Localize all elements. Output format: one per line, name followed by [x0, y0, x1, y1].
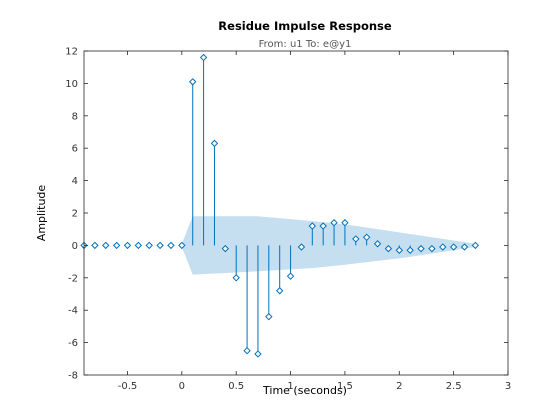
y-tick-label: 6: [72, 144, 78, 155]
chart-title: Residue Impulse Response: [218, 19, 392, 33]
stem-marker: [102, 241, 110, 250]
stem-marker: [352, 235, 360, 243]
stem-marker: [373, 240, 382, 248]
x-tick-label: 2.5: [446, 381, 462, 392]
y-tick-label: -2: [68, 273, 78, 284]
axes-background: [84, 51, 508, 375]
stem-marker: [145, 241, 153, 250]
stem-marker: [330, 219, 338, 227]
stem-marker: [232, 274, 240, 282]
y-tick-label: -8: [68, 371, 78, 382]
stem-marker: [275, 287, 284, 295]
stem-marker: [112, 241, 121, 250]
stem-marker: [189, 78, 197, 86]
x-axis-label: Time (seconds): [262, 384, 347, 397]
stem-marker: [384, 244, 393, 253]
stem-marker: [210, 139, 219, 148]
stem-marker: [460, 243, 469, 251]
x-tick-layer: -0.5 0 0.5 1 1.5 2 2.5 3: [118, 51, 511, 392]
confidence-band: [181, 216, 476, 275]
stem-marker: [123, 241, 132, 250]
y-tick-label: -4: [68, 306, 78, 317]
stem-marker: [406, 246, 414, 254]
stem-marker: [221, 244, 230, 253]
x-tick-label: 3: [505, 381, 511, 392]
stem-marker: [341, 219, 349, 227]
stem-marker: [297, 243, 306, 251]
y-tick-label: 0: [72, 241, 78, 252]
stem-layer: [80, 53, 480, 358]
stem-marker: [178, 241, 186, 250]
stem-marker: [167, 241, 175, 250]
stem-marker: [471, 241, 480, 250]
stem-marker: [428, 244, 436, 253]
stem-marker: [254, 350, 262, 358]
y-axis-label: Amplitude: [35, 185, 48, 242]
stem-marker: [417, 244, 425, 253]
x-tick-label: 0: [179, 381, 185, 392]
stem-marker: [449, 243, 458, 251]
y-tick-label: -6: [68, 338, 78, 349]
y-tick-layer: -8 -6 -4 -2 0 2 4 6 8 10 12: [65, 47, 508, 382]
stem-marker: [362, 233, 371, 242]
stem-marker: [156, 241, 164, 250]
y-tick-label: 12: [65, 47, 78, 58]
y-tick-label: 10: [65, 79, 78, 90]
x-tick-label: -0.5: [118, 381, 138, 392]
y-tick-label: 4: [72, 176, 78, 187]
chart-subtitle: From: u1 To: e@y1: [259, 39, 352, 50]
stem-marker: [243, 346, 251, 355]
stem-marker: [395, 246, 403, 254]
stem-marker: [286, 272, 295, 280]
stem-marker: [265, 312, 273, 321]
y-tick-label: 8: [72, 111, 78, 122]
stem-marker: [439, 243, 447, 251]
stem-marker: [308, 222, 317, 230]
x-tick-label: 1.5: [337, 381, 353, 392]
x-tick-label: 0.5: [228, 381, 244, 392]
stem-marker: [319, 222, 327, 230]
stem-marker: [199, 53, 208, 62]
y-tick-label: 2: [72, 209, 78, 220]
x-tick-label: 2: [396, 381, 402, 392]
confidence-band-layer: [181, 216, 476, 275]
x-tick-label: 1: [287, 381, 293, 392]
stem-marker: [134, 241, 143, 250]
plot-area: -0.5 0 0.5 1 1.5 2 2.5 3 -8 -6 -4 -2 0 2 4 6 8 10 12: [65, 47, 511, 393]
stem-marker: [91, 241, 99, 250]
